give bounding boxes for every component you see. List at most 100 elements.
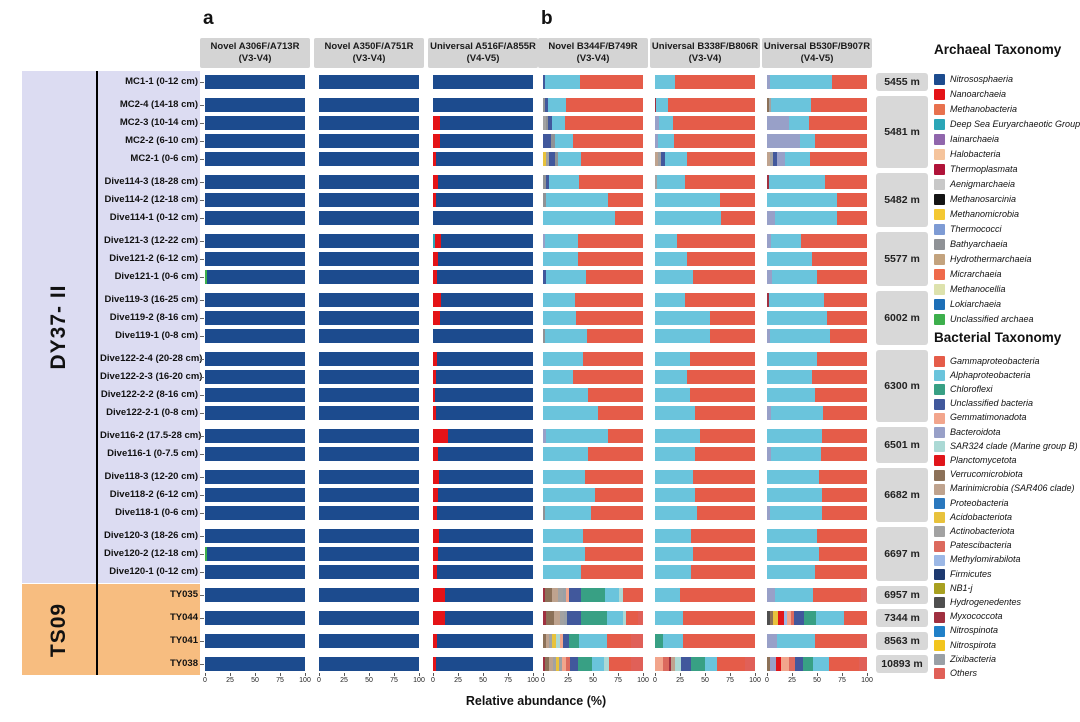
legend-label: Proteobacteria	[950, 497, 1009, 508]
stacked-bar	[433, 506, 533, 520]
archaeal-legend-title: Archaeal Taxonomy	[934, 42, 1062, 57]
bar-segment	[581, 565, 643, 579]
stacked-bar	[319, 470, 419, 484]
bar-segment	[668, 98, 755, 112]
bar-segment	[592, 657, 604, 671]
bar-segment	[721, 211, 755, 225]
stacked-bar	[433, 470, 533, 484]
row-tick	[199, 376, 204, 378]
axis-tick-label: 100	[861, 677, 873, 684]
legend-item: Methanosarcinia	[934, 194, 1080, 206]
bar-segment	[767, 252, 812, 266]
stacked-bar	[543, 134, 643, 148]
legend-label: Micrarchaeia	[950, 268, 1002, 279]
bar-segment	[555, 152, 558, 166]
bar-segment	[663, 657, 669, 671]
bar-segment	[769, 175, 825, 189]
legend-item: Bacteroidota	[934, 427, 1080, 439]
axis-tick-label: 50	[479, 677, 487, 684]
row-tick	[199, 217, 204, 219]
depth-badge: 5482 m	[876, 173, 928, 227]
bar-segment	[690, 388, 755, 402]
legend-item: Lokiarchaeia	[934, 299, 1080, 311]
bar-segment	[205, 234, 305, 248]
bar-segment	[767, 470, 819, 484]
legend-label: Gemmatimonadota	[950, 412, 1027, 423]
bar-segment	[560, 634, 563, 648]
axis-tick-mark	[543, 673, 544, 676]
stacked-bar	[433, 252, 533, 266]
bar-segment	[785, 152, 810, 166]
legend-item: Nitrospinota	[934, 625, 1080, 638]
sample-label: TY035	[170, 589, 198, 600]
sample-label: MC2-2 (6-10 cm)	[125, 135, 198, 146]
bar-segment	[433, 193, 436, 207]
bar-segment	[543, 657, 545, 671]
axis-tick-label: 25	[676, 677, 684, 684]
legend-item: Zixibacteria	[934, 654, 1080, 666]
bar-segment	[433, 98, 533, 112]
bar-segment	[655, 175, 657, 189]
bar-segment	[436, 406, 533, 420]
bar-segment	[569, 634, 579, 648]
bar-segment	[813, 588, 861, 602]
depth-badge: 5577 m	[876, 232, 928, 286]
sample-label: Dive116-2 (17.5-28 cm)	[100, 430, 202, 441]
bar-segment	[552, 116, 565, 130]
bar-segment	[319, 506, 419, 520]
bar-segment	[543, 388, 588, 402]
legend-item: Methylomirabilota	[934, 554, 1080, 567]
bar-segment	[433, 329, 533, 343]
bar-segment	[319, 252, 419, 266]
axis-tick-label: 75	[390, 677, 398, 684]
stacked-bar	[767, 175, 867, 189]
stacked-bar	[655, 116, 755, 130]
bar-segment	[435, 388, 533, 402]
sample-label: MC2-3 (10-14 cm)	[119, 117, 198, 128]
stacked-bar	[319, 547, 419, 561]
sample-label: Dive114-3 (18-28 cm)	[104, 176, 198, 187]
bar-segment	[319, 270, 419, 284]
bar-segment	[767, 134, 800, 148]
axis-tick-mark	[458, 673, 459, 676]
bar-segment	[655, 634, 663, 648]
stacked-bar	[319, 352, 419, 366]
bar-segment	[566, 588, 569, 602]
stacked-bar	[319, 406, 419, 420]
axis-tick-mark	[568, 673, 569, 676]
bar-segment	[663, 634, 683, 648]
bar-segment	[439, 470, 533, 484]
bar-segment	[205, 252, 305, 266]
row-tick	[199, 104, 204, 106]
bar-segment	[837, 211, 867, 225]
bar-segment	[543, 270, 546, 284]
legend-swatch	[934, 455, 945, 467]
bar-segment	[555, 134, 573, 148]
bar-segment	[543, 193, 546, 207]
stacked-bar	[767, 634, 867, 648]
stacked-bar	[655, 447, 755, 461]
bar-segment	[800, 134, 815, 148]
stacked-bar	[767, 193, 867, 207]
legend-item: Iainarchaeia	[934, 134, 1080, 146]
bar-segment	[655, 506, 697, 520]
stacked-bar	[767, 470, 867, 484]
bar-segment	[439, 529, 533, 543]
axis-tick-label: 0	[541, 677, 545, 684]
bar-segment	[319, 488, 419, 502]
group-separator-line	[96, 71, 98, 675]
stacked-bar	[543, 529, 643, 543]
depth-badge: 6957 m	[876, 586, 928, 604]
bar-segment	[205, 588, 305, 602]
bar-segment	[543, 152, 546, 166]
bar-segment	[824, 293, 867, 307]
legend-label: Myxococcota	[950, 611, 1003, 622]
bar-segment	[579, 175, 643, 189]
primer-header-a1-line1: Novel A306F/A713R	[210, 40, 300, 52]
stacked-bar	[655, 211, 755, 225]
bar-segment	[558, 588, 563, 602]
bar-segment	[822, 506, 867, 520]
bar-segment	[543, 211, 615, 225]
stacked-bar	[205, 116, 305, 130]
bar-segment	[659, 116, 673, 130]
